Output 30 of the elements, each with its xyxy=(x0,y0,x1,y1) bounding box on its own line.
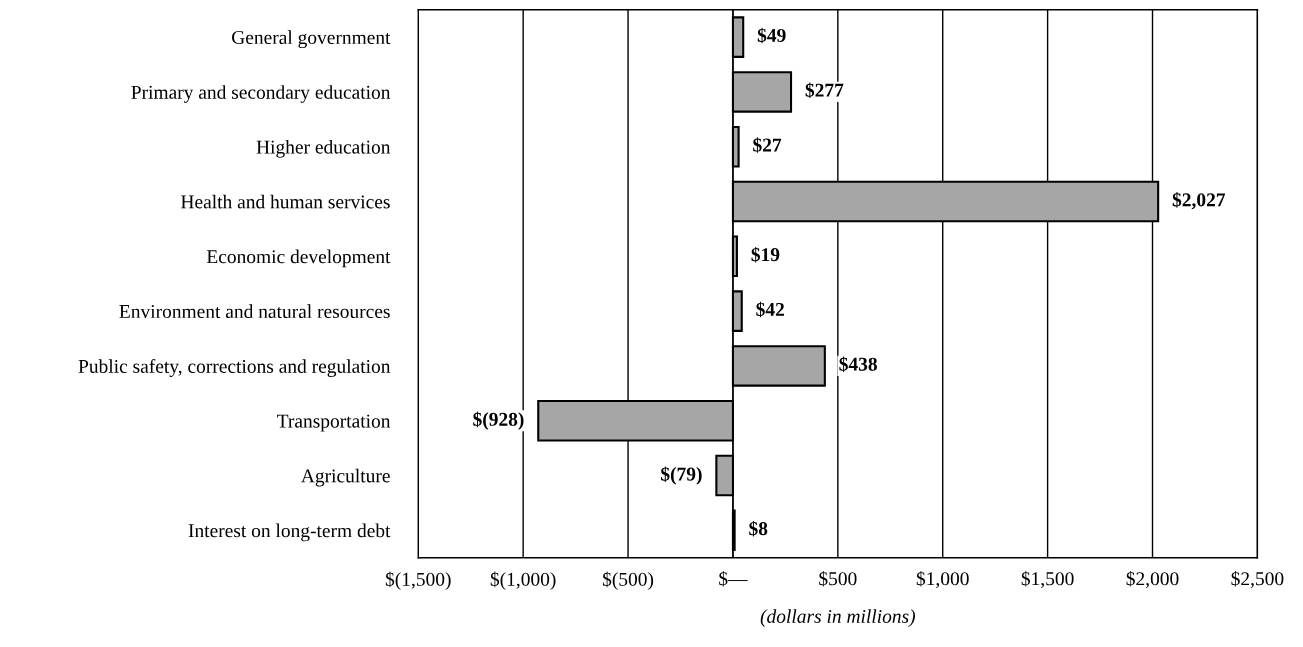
y-tick-label: Public safety, corrections and regulation xyxy=(78,359,391,377)
y-tick-label: Interest on long-term debt xyxy=(188,523,391,542)
y-tick-label: Health and human services xyxy=(181,194,390,209)
data-label: $42 xyxy=(756,301,784,318)
x-tick-label: $500 xyxy=(819,571,857,587)
y-tick-label: Agriculture xyxy=(301,468,390,487)
x-tick-label: $(1,000) xyxy=(490,571,556,590)
data-label: $(79) xyxy=(661,466,702,485)
x-tick-label: $— xyxy=(719,571,748,587)
data-label: $19 xyxy=(751,246,780,263)
data-label: $27 xyxy=(753,137,782,153)
y-tick-label: Transportation xyxy=(277,414,391,432)
x-tick-label: $(1,500) xyxy=(385,571,451,590)
y-tick-label: General government xyxy=(232,30,391,49)
data-label: $8 xyxy=(749,520,768,537)
data-label: $2,027 xyxy=(1172,192,1226,210)
data-label: $49 xyxy=(757,27,786,44)
x-tick-label: $1,000 xyxy=(916,571,969,589)
data-label: $(928) xyxy=(473,411,524,430)
y-tick-label: Environment and natural resources xyxy=(119,304,390,319)
y-tick-label: Higher education xyxy=(256,139,391,158)
x-axis-title: (dollars in millions) xyxy=(760,609,916,627)
x-tick-label: $2,000 xyxy=(1126,571,1179,589)
data-label: $277 xyxy=(805,82,844,99)
x-tick-label: $2,500 xyxy=(1231,571,1284,589)
y-tick-label: Primary and secondary education xyxy=(131,85,391,103)
x-tick-label: $1,500 xyxy=(1021,571,1074,589)
data-label: $438 xyxy=(839,356,877,373)
x-tick-label: $(500) xyxy=(602,571,654,590)
y-tick-label: Economic development xyxy=(206,249,391,268)
